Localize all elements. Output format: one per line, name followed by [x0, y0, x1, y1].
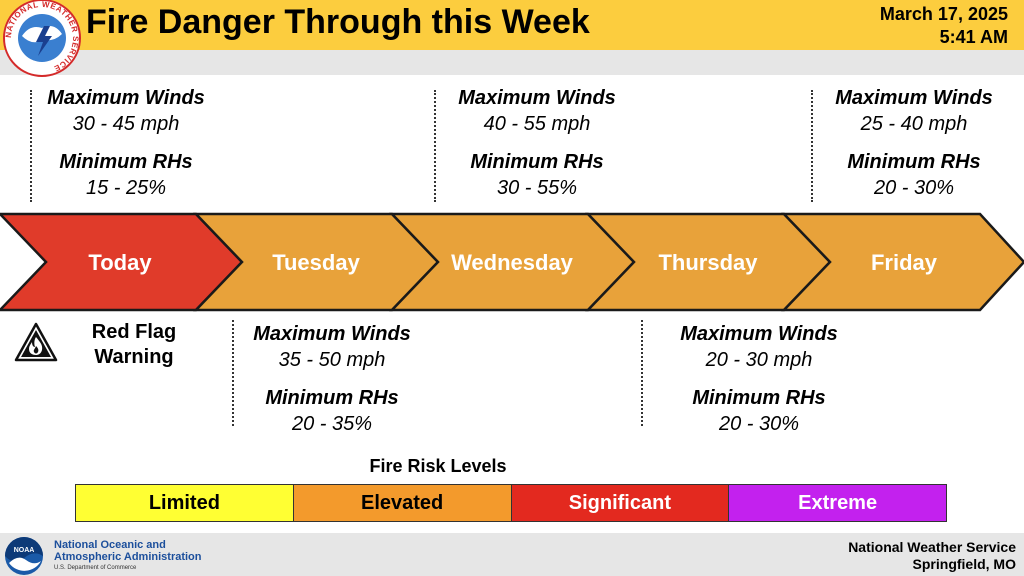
- footer-bar: NOAA National Oceanic and Atmospheric Ad…: [0, 533, 1024, 576]
- nws-office: National Weather Service Springfield, MO: [848, 539, 1016, 573]
- day-label-tuesday: Tuesday: [272, 250, 360, 275]
- wednesday-winds-label: Maximum Winds: [458, 87, 616, 109]
- friday-divider: [811, 90, 813, 202]
- today-winds-label: Maximum Winds: [47, 87, 205, 109]
- legend-extreme: Extreme: [729, 485, 946, 521]
- today-winds-value: 30 - 45 mph: [72, 113, 180, 135]
- legend-title: Fire Risk Levels: [369, 456, 507, 476]
- tuesday-winds-value: 35 - 50 mph: [278, 349, 386, 371]
- fire-warning-icon: [14, 322, 58, 362]
- noaa-name: National Oceanic and Atmospheric Adminis…: [54, 539, 202, 573]
- header-subbar: [0, 50, 1024, 75]
- thursday-forecast: Maximum Winds 20 - 30 mph Minimum RHs 20…: [664, 321, 854, 437]
- day-timeline: [0, 212, 1024, 312]
- thursday-winds-value: 20 - 30 mph: [705, 349, 813, 371]
- noaa-line2: Atmospheric Administration: [54, 551, 202, 563]
- issue-datetime: March 17, 2025 5:41 AM: [880, 3, 1008, 49]
- noaa-line1: National Oceanic and: [54, 539, 166, 551]
- office-line2: Springfield, MO: [912, 556, 1016, 572]
- today-rh-label: Minimum RHs: [59, 151, 193, 173]
- header-bar: Fire Danger Through this Week March 17, …: [0, 0, 1024, 50]
- office-line1: National Weather Service: [848, 539, 1016, 555]
- day-label-wednesday: Wednesday: [451, 250, 573, 275]
- noaa-line3: U.S. Department of Commerce: [54, 565, 137, 571]
- tuesday-rh-value: 20 - 35%: [291, 413, 373, 435]
- wednesday-rh-label: Minimum RHs: [470, 151, 604, 173]
- friday-chevron: [781, 212, 1024, 312]
- legend-significant: Significant: [511, 485, 730, 521]
- noaa-logo-icon: NOAA: [5, 537, 43, 575]
- friday-rh-label: Minimum RHs: [847, 151, 981, 173]
- day-label-friday: Friday: [870, 250, 938, 275]
- day-label-today: Today: [88, 250, 152, 275]
- issue-date: March 17, 2025: [879, 4, 1008, 24]
- issue-time: 5:41 AM: [939, 27, 1008, 47]
- risk-legend: Limited Elevated Significant Extreme: [75, 484, 947, 522]
- nws-logo-icon: NATIONAL WEATHER SERVICE: [3, 0, 81, 77]
- today-divider: [30, 90, 32, 202]
- noaa-logo-text: NOAA: [14, 547, 35, 554]
- legend-limited: Limited: [76, 485, 294, 521]
- today-rh-value: 15 - 25%: [85, 177, 167, 199]
- friday-winds-value: 25 - 40 mph: [860, 113, 968, 135]
- today-forecast: Maximum Winds 30 - 45 mph Minimum RHs 15…: [32, 85, 220, 201]
- tuesday-divider: [232, 320, 234, 426]
- thursday-rh-label: Minimum RHs: [692, 387, 826, 409]
- red-flag-warning: Red Flag Warning: [72, 320, 196, 370]
- day-label-thursday: Thursday: [658, 250, 758, 275]
- red-flag-line1: Red Flag: [91, 321, 177, 343]
- wednesday-winds-value: 40 - 55 mph: [483, 113, 591, 135]
- legend-elevated: Elevated: [293, 485, 512, 521]
- thursday-divider: [641, 320, 643, 426]
- tuesday-winds-label: Maximum Winds: [253, 323, 411, 345]
- tuesday-forecast: Maximum Winds 35 - 50 mph Minimum RHs 20…: [238, 321, 426, 437]
- red-flag-line2: Warning: [94, 346, 174, 368]
- tuesday-rh-label: Minimum RHs: [265, 387, 399, 409]
- thursday-winds-label: Maximum Winds: [680, 323, 838, 345]
- wednesday-divider: [434, 90, 436, 202]
- thursday-rh-value: 20 - 30%: [718, 413, 800, 435]
- friday-rh-value: 20 - 30%: [873, 177, 955, 199]
- wednesday-forecast: Maximum Winds 40 - 55 mph Minimum RHs 30…: [442, 85, 632, 201]
- wednesday-rh-value: 30 - 55%: [496, 177, 578, 199]
- page-title: Fire Danger Through this Week: [86, 3, 590, 41]
- friday-forecast: Maximum Winds 25 - 40 mph Minimum RHs 20…: [818, 85, 1010, 201]
- friday-winds-label: Maximum Winds: [835, 87, 993, 109]
